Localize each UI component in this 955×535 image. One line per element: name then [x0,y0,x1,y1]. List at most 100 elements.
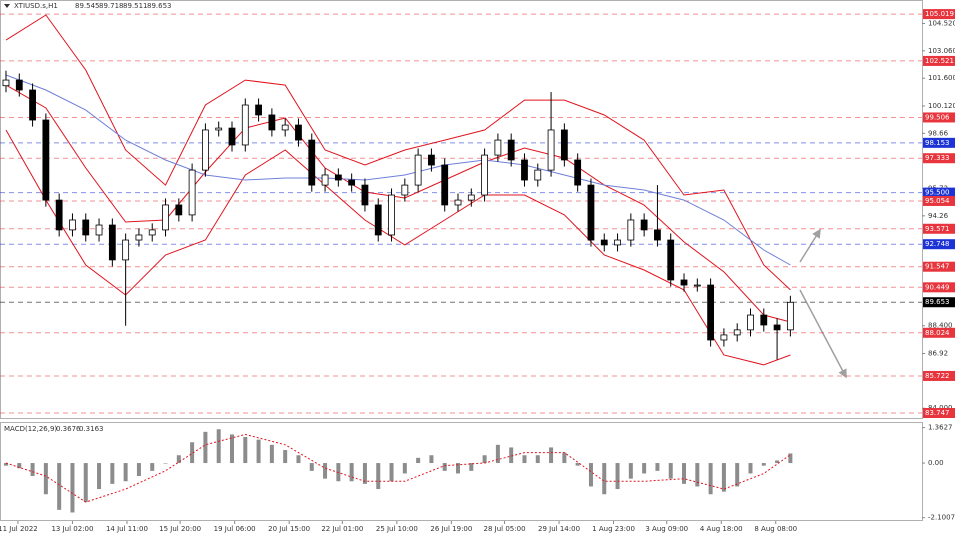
macd-bar [83,463,88,503]
candle-body [786,301,794,331]
macd-bar [775,460,780,464]
macd-bar [456,463,461,474]
level-label: 88.024 [925,329,950,337]
menu-arrow [4,4,10,8]
x-tick-label: 28 Jul 05:00 [484,525,526,533]
macd-bar [70,463,75,513]
x-tick-label: 22 Jul 01:00 [321,525,363,533]
level-label-box [923,407,955,418]
macd-bar [203,431,208,464]
macd-bar [416,457,421,464]
x-tick-label: 26 Jul 19:00 [430,525,472,533]
macd-frame [0,422,923,521]
macd-bar [349,463,354,482]
macd-bar [602,463,607,495]
level-label: 83.747 [925,409,950,417]
macd-bar [535,455,540,464]
level-label-box [923,239,955,250]
y-tick-label: 98.66 [928,129,949,137]
y-tick-label: 1.3627 [928,424,953,432]
y-tick-label: 101.600 [928,74,955,82]
candle-body [241,104,249,146]
macd-bar [708,463,713,495]
macd-bar [469,463,474,471]
candle-body [334,174,342,181]
level-label-box [923,370,955,381]
symbol-title: XTIUSD.s,H1 [14,2,58,10]
x-tick-label: 25 Jul 10:00 [376,525,418,533]
candle-body [255,104,262,116]
macd-bar [575,463,580,466]
candle-body [55,199,63,231]
candle-body [733,329,741,336]
candle-body [268,114,276,131]
macd-bar [735,463,740,487]
ohlc-high: 89.718 [99,2,124,10]
candle-body [521,159,528,181]
x-tick-label: 8 Aug 08:00 [754,525,797,533]
candle-body [215,127,223,131]
macd-title: MACD(12,26,9) [4,425,57,433]
candle-body [507,139,515,161]
level-label: 92.748 [925,240,950,248]
candle-body [773,324,781,331]
y-tick-label: 0.00 [928,459,944,467]
level-label: 89.653 [925,298,950,306]
candle-body [667,239,675,281]
indicator-line [5,84,791,323]
level-label: 95.054 [925,197,950,205]
candle-body [614,239,621,246]
candle-body [348,179,356,186]
level-label: 102.521 [925,57,954,65]
macd-bar [123,463,128,482]
candle-body [188,169,196,216]
candle-body [374,204,382,236]
macd-bar [562,452,567,464]
candle-body [148,229,156,236]
candle-body [361,184,369,206]
y-tick-label: 94.26 [928,212,949,220]
macd-bar [362,463,367,484]
macd-bar [615,463,620,490]
candle-body [720,334,728,341]
x-tick-label: 19 Jul 06:00 [214,525,256,533]
level-label-box [923,261,955,272]
macd-bar [748,463,753,474]
macd-bar [57,463,62,510]
level-label-box [923,297,955,308]
x-tick-label: 15 Jul 20:00 [159,525,201,533]
level-label: 90.449 [925,283,950,291]
macd-bar [495,444,500,464]
level-label: 95.500 [925,189,950,197]
main-frame [0,0,923,419]
macd-bar [522,455,527,464]
macd-bar [296,455,301,464]
macd-bar [150,463,155,471]
macd-bar [721,463,726,492]
candle-body [228,127,236,146]
macd-bar [30,463,35,477]
x-tick-label: 1 Aug 23:00 [592,525,635,533]
candle-body [454,199,462,206]
level-label: 91.547 [925,263,950,271]
level-label-box [923,137,955,148]
macd-bar [269,444,274,464]
macd-bar [682,463,687,484]
macd-bar [429,455,434,464]
candle-body [441,164,449,206]
macd-bar [376,463,381,490]
macd-bar [549,447,554,464]
candle-body [388,194,395,236]
level-label-box [923,282,955,293]
macd-bar [509,447,514,464]
candle-body [308,139,316,186]
level-label-box [923,327,955,338]
candle-body [534,169,542,181]
macd-bar [17,463,22,469]
candle-body [574,159,582,186]
arrow-down [799,289,847,379]
arrow-up [799,228,821,263]
candle-body [693,284,701,287]
y-tick-label: 86.92 [928,349,948,357]
